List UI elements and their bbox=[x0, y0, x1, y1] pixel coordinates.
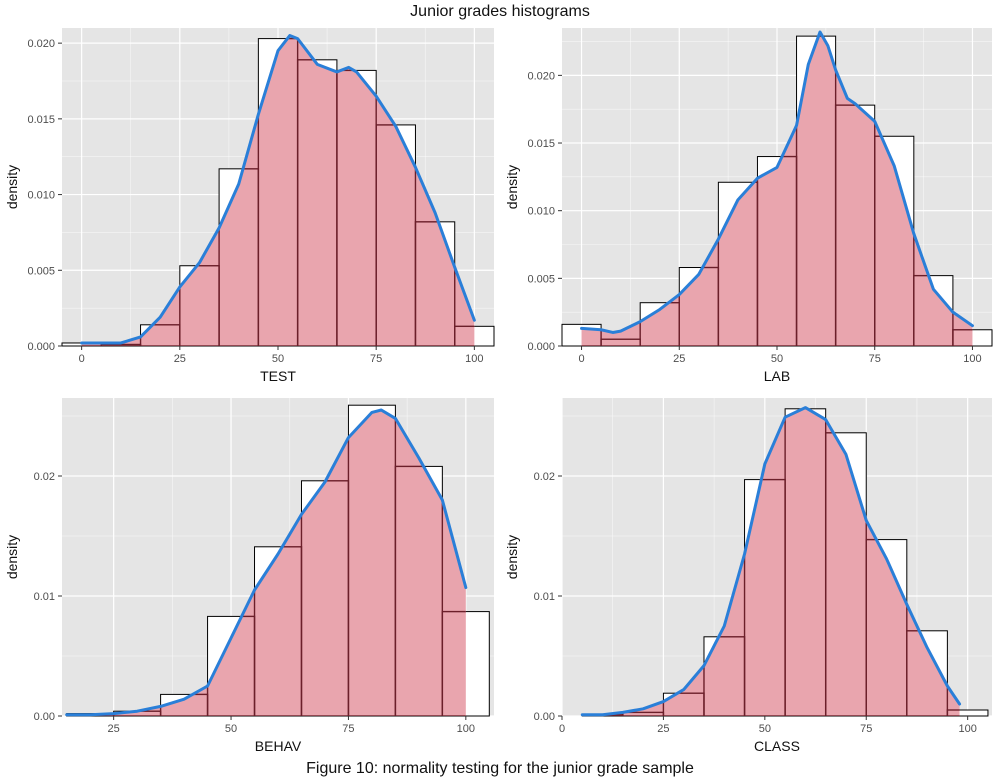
x-axis-title: LAB bbox=[764, 368, 790, 384]
y-tick-label: 0.015 bbox=[27, 114, 55, 126]
y-axis-title: density bbox=[4, 535, 20, 579]
shaded-bar-outline bbox=[946, 709, 960, 716]
shaded-bar-outline bbox=[394, 465, 444, 716]
histogram-panel-lab: 0 25 50 75 100 0.000 0.005 0.010 0.015 0.020 LAB de… bbox=[504, 28, 993, 384]
y-axis-title: density bbox=[504, 535, 520, 579]
y-tick-label: 0.02 bbox=[34, 471, 55, 483]
x-tick-label: 100 bbox=[958, 723, 976, 735]
x-tick-label: 50 bbox=[272, 353, 284, 365]
y-tick-label: 0.02 bbox=[534, 471, 555, 483]
y-tick-label: 0.00 bbox=[534, 711, 555, 723]
density-area bbox=[66, 410, 466, 716]
y-tick-label: 0.020 bbox=[527, 70, 555, 82]
y-tick-label: 0.005 bbox=[527, 273, 555, 285]
y-tick-label: 0.01 bbox=[534, 591, 555, 603]
y-tick-label: 0.000 bbox=[527, 341, 555, 353]
y-tick-label: 0.00 bbox=[34, 711, 55, 723]
density-curve bbox=[65, 408, 468, 717]
shaded-bar-outline bbox=[414, 221, 456, 346]
x-tick-label: 75 bbox=[370, 353, 382, 365]
density-curve bbox=[580, 30, 974, 334]
x-tick-label: 25 bbox=[174, 353, 186, 365]
x-tick-label: 75 bbox=[342, 723, 354, 735]
x-axis-title: BEHAV bbox=[255, 738, 302, 754]
x-tick-label: 75 bbox=[860, 723, 872, 735]
x-axis-title: CLASS bbox=[754, 738, 800, 754]
x-tick-label: 100 bbox=[465, 353, 483, 365]
shaded-bar-outline bbox=[952, 329, 973, 347]
figure-title: Junior grades histograms bbox=[410, 3, 590, 20]
x-tick-label: 75 bbox=[869, 353, 881, 365]
x-tick-label: 25 bbox=[673, 353, 685, 365]
y-axis-title: density bbox=[4, 165, 20, 209]
shaded-bar-outlines bbox=[582, 408, 960, 716]
y-axis-title: density bbox=[504, 165, 520, 209]
x-tick-label: 0 bbox=[559, 723, 565, 735]
y-tick-label: 0.005 bbox=[27, 265, 55, 277]
x-tick-label: 50 bbox=[759, 723, 771, 735]
x-axis-title: TEST bbox=[260, 368, 296, 384]
histogram-panel-class: 0 25 50 75 100 0.00 0.01 0.02 CLASS density bbox=[504, 398, 992, 754]
histogram-panel-behav: 25 50 75 100 0.00 0.01 0.02 BEHAV density bbox=[4, 398, 494, 754]
x-tick-label: 50 bbox=[225, 723, 237, 735]
y-tick-label: 0.010 bbox=[27, 190, 55, 202]
histogram-panel-test: 0 25 50 75 100 0.000 0.005 0.010 0.015 0.020 TEST d… bbox=[4, 28, 495, 384]
shaded-bar-outline bbox=[441, 610, 466, 716]
x-tick-label: 0 bbox=[578, 353, 584, 365]
y-tick-label: 0.015 bbox=[527, 138, 555, 150]
x-tick-label: 50 bbox=[771, 353, 783, 365]
x-tick-label: 100 bbox=[963, 353, 981, 365]
x-tick-label: 25 bbox=[108, 723, 120, 735]
shaded-bar-outline bbox=[454, 325, 475, 346]
figure-caption: Figure 10: normality testing for the jun… bbox=[306, 760, 694, 777]
x-tick-label: 0 bbox=[79, 353, 85, 365]
y-tick-label: 0.01 bbox=[34, 591, 55, 603]
x-tick-label: 100 bbox=[457, 723, 475, 735]
density-area bbox=[582, 407, 960, 716]
y-tick-label: 0.000 bbox=[27, 341, 55, 353]
shaded-bar-outline bbox=[581, 323, 602, 347]
x-tick-label: 25 bbox=[657, 723, 669, 735]
y-tick-label: 0.010 bbox=[527, 206, 555, 218]
y-tick-label: 0.020 bbox=[27, 38, 55, 50]
density-curve bbox=[580, 406, 962, 717]
density-curve bbox=[80, 34, 476, 345]
